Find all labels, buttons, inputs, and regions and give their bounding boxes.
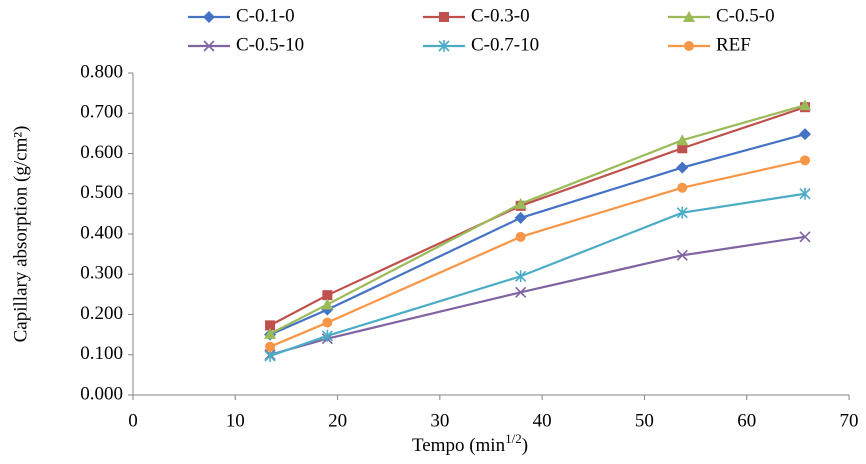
marker (515, 231, 526, 242)
marker (203, 40, 215, 52)
y-tick-label: 0.600 (80, 142, 123, 163)
y-tick-label: 0.000 (80, 383, 123, 404)
y-axis-label: Capillary absorption (g/cm²) (10, 126, 31, 343)
y-tick-label: 0.800 (80, 61, 123, 82)
legend-label: C-0.1-0 (236, 5, 295, 26)
x-tick-label: 70 (840, 410, 859, 431)
series-line (269, 235, 806, 356)
marker (265, 341, 276, 352)
y-tick-label: 0.200 (80, 303, 123, 324)
legend-label: C-0.5-0 (716, 5, 775, 26)
marker (322, 317, 333, 328)
x-axis-label-part: ) (522, 435, 528, 456)
marker (676, 249, 688, 261)
marker (321, 298, 334, 310)
marker (676, 161, 689, 174)
legend-label: C-0.7-10 (471, 34, 539, 55)
marker (683, 11, 695, 22)
x-axis-label: Tempo (min1/2) (412, 431, 528, 456)
marker (203, 11, 215, 23)
x-tick-label: 10 (226, 410, 245, 431)
series-line (269, 159, 806, 348)
marker (322, 290, 333, 301)
marker (514, 197, 527, 209)
marker (800, 155, 811, 166)
marker (264, 327, 277, 339)
marker (265, 320, 276, 331)
marker (799, 99, 812, 111)
marker (264, 349, 276, 362)
y-tick-label: 0.700 (80, 102, 123, 123)
marker (321, 329, 333, 342)
marker (799, 187, 811, 200)
x-tick-label: 60 (737, 410, 756, 431)
x-tick-label: 30 (430, 410, 449, 431)
series-line (269, 192, 806, 357)
y-tick-label: 0.500 (80, 182, 123, 203)
marker (515, 286, 527, 298)
x-tick-label: 0 (128, 410, 138, 431)
marker (439, 12, 449, 22)
y-tick-label: 0.300 (80, 263, 123, 284)
marker (677, 182, 688, 193)
marker (677, 143, 688, 154)
legend-label: C-0.3-0 (471, 5, 530, 26)
y-tick-label: 0.100 (80, 343, 123, 364)
x-tick-label: 20 (328, 410, 347, 431)
marker (438, 40, 450, 52)
marker (515, 270, 527, 283)
x-tick-label: 50 (635, 410, 654, 431)
marker (684, 41, 694, 51)
x-tick-label: 40 (533, 410, 552, 431)
marker (799, 128, 812, 141)
marker (676, 206, 688, 219)
y-tick-label: 0.400 (80, 222, 123, 243)
marker (799, 231, 811, 243)
x-axis-label-sup: 1/2 (505, 431, 522, 446)
series-line (269, 133, 806, 336)
legend-label: REF (716, 34, 751, 55)
x-axis-label-part: Tempo (min (412, 435, 506, 456)
legend-label: C-0.5-10 (236, 34, 304, 55)
marker (514, 211, 527, 224)
marker (676, 134, 689, 146)
